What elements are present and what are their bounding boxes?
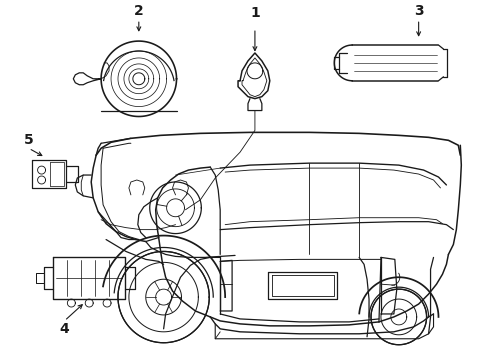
Polygon shape (118, 251, 209, 343)
Text: 2: 2 (134, 4, 143, 18)
Polygon shape (370, 289, 426, 345)
Text: 3: 3 (413, 4, 423, 18)
Text: 5: 5 (24, 133, 34, 147)
Text: 1: 1 (249, 6, 259, 20)
Text: 4: 4 (60, 322, 69, 336)
